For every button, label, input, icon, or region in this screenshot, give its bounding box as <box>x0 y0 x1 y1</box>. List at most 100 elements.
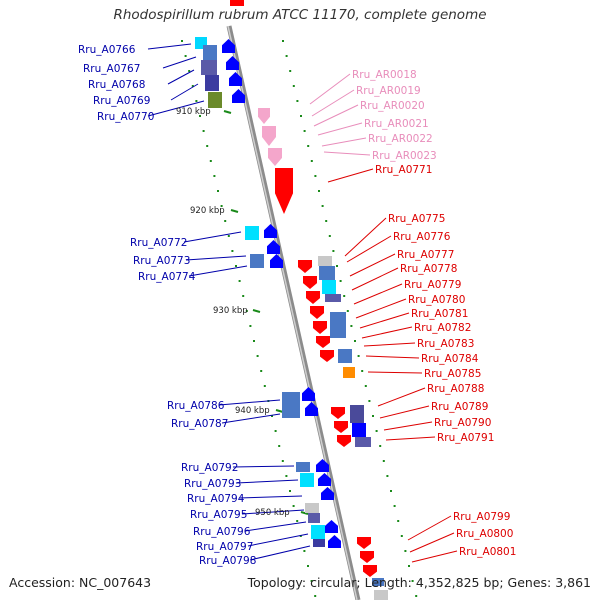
gene-box <box>308 513 320 523</box>
tick-dot <box>408 565 410 567</box>
tick-dot <box>343 295 346 297</box>
tick-dot <box>361 370 364 372</box>
forward-gene-arrow <box>363 565 377 577</box>
leader-line <box>353 283 403 305</box>
tick-dot <box>289 70 292 72</box>
gene-box <box>374 590 388 600</box>
leader-line <box>327 168 374 183</box>
leader-line <box>313 104 359 127</box>
tick-dot <box>318 190 320 192</box>
tick-dot <box>404 550 407 552</box>
tick-dot <box>307 145 310 147</box>
tick-dot <box>289 490 291 492</box>
leader-line <box>346 235 392 263</box>
forward-gene-arrow <box>331 407 345 419</box>
gene-label-left: Rru_A0767 <box>83 63 140 75</box>
tick-dot <box>310 160 313 162</box>
reverse-gene-arrow <box>305 402 318 416</box>
rna-label: Rru_AR0023 <box>372 150 437 162</box>
reverse-gene-arrow <box>222 39 235 53</box>
tick-dot <box>224 220 227 222</box>
leader-line <box>363 342 416 347</box>
topology-text: Topology: circular; Length: 4,352,825 bp… <box>247 575 591 590</box>
gene-box <box>245 226 259 240</box>
tick-dot <box>238 280 241 282</box>
leader-line <box>361 326 413 339</box>
gene-box <box>305 503 319 513</box>
leader-line <box>377 387 426 407</box>
tick-dot <box>181 40 183 42</box>
rna-label: Rru_AR0021 <box>364 118 429 130</box>
reverse-gene-arrow <box>325 520 338 533</box>
leader-line <box>379 405 430 419</box>
tick-dot <box>339 280 342 282</box>
forward-gene-arrow <box>320 350 334 362</box>
major-tick <box>252 309 261 313</box>
gene-label-right: Rru_A0776 <box>393 231 451 243</box>
backbone-layer <box>226 25 361 600</box>
forward-gene-box <box>230 0 244 6</box>
gene-label-right: Rru_A0788 <box>427 383 484 395</box>
reverse-gene-arrow <box>267 240 280 254</box>
tick-dot <box>256 355 259 357</box>
leader-line <box>309 73 351 105</box>
reverse-gene-arrow <box>321 487 334 500</box>
rna-gene-arrow <box>262 126 276 146</box>
major-tick <box>230 209 239 213</box>
gene-box <box>319 266 335 280</box>
gene-label-right: Rru_A0775 <box>388 213 445 225</box>
gene-box <box>311 525 325 539</box>
tick-dot <box>368 400 371 402</box>
tick-dot <box>307 565 309 567</box>
tick-dot <box>282 40 284 42</box>
leader-line <box>317 122 363 136</box>
tick-dot <box>263 385 266 387</box>
gene-label-right: Rru_A0800 <box>456 528 513 540</box>
gene-box <box>313 539 325 547</box>
leader-line <box>385 436 436 441</box>
tick-dot <box>231 250 234 252</box>
tick-dot <box>260 370 263 372</box>
gene-box <box>203 45 217 60</box>
reverse-gene-arrow <box>328 535 341 548</box>
tick-dot <box>296 100 299 102</box>
rna-label: Rru_AR0020 <box>360 100 425 112</box>
gene-box <box>201 60 217 75</box>
forward-gene-arrow <box>275 168 293 214</box>
forward-gene-arrow <box>310 306 324 319</box>
reverse-gene-arrow <box>226 56 239 70</box>
accession-text: Accession: NC_007643 <box>9 575 152 590</box>
leader-line <box>409 532 455 553</box>
forward-gene-arrow <box>313 321 327 334</box>
leader-line <box>232 465 295 468</box>
tick-dot <box>314 595 317 597</box>
forward-gene-arrow <box>298 260 312 273</box>
leader-line <box>221 413 281 424</box>
tick-dot <box>393 505 396 507</box>
tick-dot <box>285 475 288 477</box>
gene-label-right: Rru_A0790 <box>434 417 491 429</box>
tick-dot <box>332 250 335 252</box>
tick-dot <box>188 70 191 72</box>
gene-label-right: Rru_A0779 <box>404 279 461 291</box>
tick-dot <box>202 130 205 132</box>
tick-dot <box>206 145 209 147</box>
gene-label-left: Rru_A0786 <box>167 400 225 412</box>
scale-label: 920 kbp <box>190 206 225 216</box>
tick-dot <box>400 535 403 537</box>
tick-dot <box>292 85 295 87</box>
leader-line <box>321 137 367 147</box>
tick-dot <box>336 265 338 267</box>
tick-dot <box>346 310 349 312</box>
gene-box <box>318 256 332 266</box>
gene-label-left: Rru_A0766 <box>78 44 136 56</box>
labels-layer: 910 kbp 920 kbp 930 kbp 940 kbp 950 kbp Rru_A… <box>78 44 516 567</box>
tick-dot <box>386 475 389 477</box>
label-lines-layer <box>147 43 458 563</box>
tick-dot <box>271 415 273 417</box>
leader-line <box>311 89 355 117</box>
tick-dot <box>249 325 252 327</box>
tick-dot <box>321 205 324 207</box>
gene-label-left: Rru_A0768 <box>88 79 145 91</box>
leader-line <box>147 43 192 50</box>
